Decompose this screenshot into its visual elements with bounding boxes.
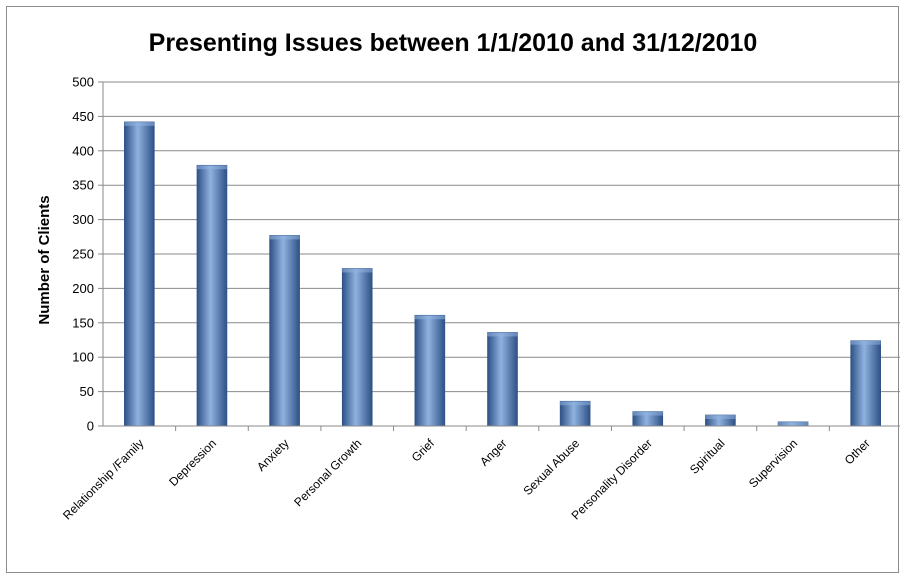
- bar-cap: [414, 315, 445, 320]
- bar: [341, 268, 373, 427]
- bar: [414, 314, 446, 427]
- x-tick-label: Personal Growth: [291, 436, 364, 509]
- y-tick-label: 500: [72, 75, 94, 90]
- x-tick-label: Sexual Abuse: [520, 436, 582, 498]
- x-tick-label: Relationship /Family: [60, 436, 146, 522]
- y-axis-ticks: 0 50 100 150 200 250 300 350 400 450 500: [72, 75, 103, 434]
- bar: [850, 340, 881, 427]
- x-tick-label: Spiritual: [687, 436, 728, 477]
- y-axis-label: Number of Clients: [36, 195, 53, 324]
- bar-cap: [850, 340, 881, 345]
- x-tick-label: Other: [842, 436, 873, 467]
- bar-cap: [560, 401, 591, 406]
- y-tick-label: 0: [87, 419, 94, 434]
- y-tick-label: 150: [72, 315, 94, 330]
- bar-cap: [705, 414, 736, 419]
- y-tick-label: 50: [80, 384, 94, 399]
- gridlines: [103, 81, 900, 393]
- y-tick-label: 250: [72, 247, 94, 262]
- y-tick-label: 300: [72, 212, 94, 227]
- x-tick-label: Anxiety: [254, 436, 292, 474]
- bar: [196, 164, 228, 427]
- bar: [124, 121, 155, 427]
- bar-cap: [632, 411, 663, 416]
- bar-cap: [778, 421, 809, 426]
- bar-cap: [487, 332, 518, 337]
- bar-cap: [342, 268, 373, 273]
- bars: [124, 121, 881, 427]
- bar-cap: [124, 121, 155, 126]
- bar: [269, 235, 300, 427]
- bar-chart: Presenting Issues between 1/1/2010 and 3…: [36, 29, 900, 523]
- y-tick-label: 450: [72, 109, 94, 124]
- bar-cap: [269, 235, 300, 240]
- y-tick-label: 200: [72, 281, 94, 296]
- axes: [102, 82, 900, 427]
- x-axis-ticks: Relationship /Family Depression Anxiety Per…: [60, 426, 873, 523]
- chart-title: Presenting Issues between 1/1/2010 and 3…: [149, 29, 758, 57]
- x-tick-label: Personality Disorder: [569, 436, 655, 522]
- x-tick-label: Depression: [166, 436, 219, 489]
- x-tick-label: Grief: [409, 436, 438, 465]
- y-tick-label: 400: [72, 143, 94, 158]
- bar: [487, 332, 518, 427]
- y-tick-label: 350: [72, 178, 94, 193]
- bar-cap: [196, 165, 227, 170]
- chart-frame: Presenting Issues between 1/1/2010 and 3…: [6, 6, 900, 573]
- x-tick-label: Supervision: [746, 436, 800, 490]
- y-tick-label: 100: [72, 350, 94, 365]
- x-tick-label: Anger: [477, 436, 510, 469]
